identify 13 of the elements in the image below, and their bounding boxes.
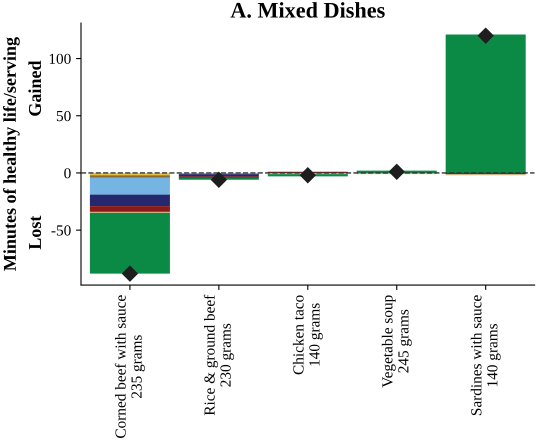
text: Lost xyxy=(29,216,42,250)
y-tick-label: 100 xyxy=(50,54,71,64)
y-tick-label: 50 xyxy=(56,110,71,122)
y-tick-label: -50 xyxy=(51,225,71,236)
y-tick-label: 0 xyxy=(64,168,71,178)
y-axis-title: Minutes of healthy life/serving xyxy=(3,37,20,271)
chart-title: A. Mixed Dishes xyxy=(230,2,385,18)
text: Gained xyxy=(28,60,42,116)
x-tick-label: Vegetable soup 245 grams xyxy=(382,295,412,388)
x-tick-label: Rice & ground beef 230 grams xyxy=(204,294,234,416)
x-tick-label: Chicken taco 140 grams xyxy=(292,295,323,374)
x-tick-label: Sardines with sauce 140 grams xyxy=(470,295,501,416)
x-tick-label: Corned beef with sauce 235 grams xyxy=(114,295,145,438)
